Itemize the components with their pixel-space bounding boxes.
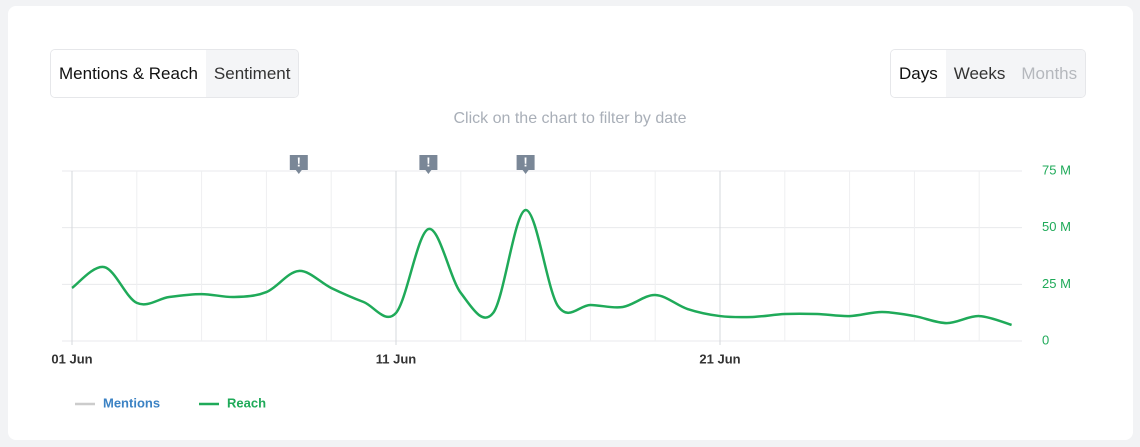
y-tick-label: 50 M	[1042, 219, 1071, 234]
x-tick-label: 11 Jun	[376, 351, 417, 366]
annotation-marker	[419, 155, 438, 174]
annotation-text: !	[426, 154, 430, 169]
reach-line	[71, 208, 1012, 327]
tab[interactable]: Mentions & Reach	[51, 50, 206, 97]
annotation-marker	[516, 155, 535, 174]
y-tick-label: 25 M	[1042, 276, 1071, 291]
legend-label[interactable]: Reach	[227, 395, 266, 410]
x-tick-label: 21 Jun	[699, 351, 740, 366]
annotation-text: !	[297, 154, 301, 169]
annotation-text: !	[523, 154, 527, 169]
y-tick-label: 75 M	[1042, 162, 1071, 177]
tab[interactable]: Weeks	[945, 50, 1014, 97]
period-tabs: Days Weeks Months	[890, 49, 1087, 98]
view-tabs: Mentions & Reach Sentiment	[50, 49, 300, 98]
tab[interactable]: Months	[1013, 50, 1086, 97]
legend-label[interactable]: Mentions	[103, 395, 160, 410]
tab[interactable]: Days	[891, 50, 946, 97]
annotation-marker	[289, 155, 308, 174]
hint: Click on the chart to filter by date	[453, 110, 687, 127]
x-tick-label: 01 Jun	[51, 351, 92, 366]
y-tick-label: 0	[1042, 332, 1049, 347]
tab[interactable]: Sentiment	[205, 50, 299, 97]
